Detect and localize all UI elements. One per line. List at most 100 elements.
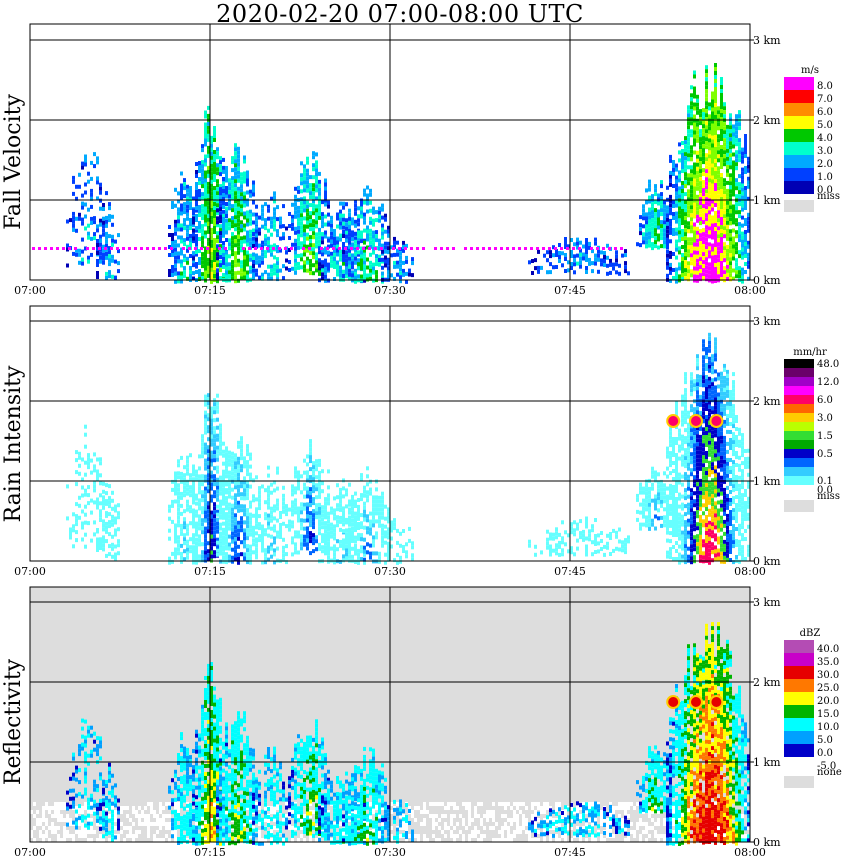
echo-cell (372, 210, 375, 215)
echo-cell (105, 271, 108, 276)
echo-cell (228, 462, 231, 467)
echo-cell (384, 560, 387, 565)
echo-cell (546, 545, 549, 550)
echo-cell (696, 218, 699, 223)
echo-cell (210, 474, 213, 479)
echo-cell (309, 455, 312, 460)
echo-cell (693, 407, 696, 412)
echo-cell (711, 103, 714, 108)
echo-cell (681, 414, 684, 419)
echo-cell (312, 541, 315, 546)
echo-cell (240, 516, 243, 521)
echo-cell (333, 237, 336, 241)
echo-cell (216, 401, 219, 406)
echo-cell (231, 240, 234, 245)
echo-cell (318, 262, 321, 267)
echo-cell (354, 491, 357, 496)
echo-cell (411, 553, 414, 558)
echo-cell (723, 202, 726, 207)
echo-cell (219, 482, 222, 487)
echo-cell (189, 485, 192, 490)
x-tick-label: 07:00 (14, 284, 46, 297)
echo-cell (210, 442, 213, 447)
echo-cell (90, 252, 93, 257)
echo-cell (675, 473, 678, 477)
echo-cell (687, 117, 690, 122)
echo-cell (738, 234, 741, 239)
echo-cell (363, 485, 366, 490)
echo-cell (294, 530, 297, 535)
echo-cell (372, 250, 375, 255)
echo-cell (237, 170, 240, 175)
echo-cell (183, 274, 186, 279)
echo-cell (168, 560, 171, 565)
echo-cell (213, 530, 216, 535)
echo-cell (192, 259, 195, 264)
echo-cell (180, 223, 183, 228)
echo-cell (654, 494, 657, 499)
echo-cell (579, 260, 582, 265)
echo-cell (684, 552, 687, 557)
echo-cell (540, 265, 543, 270)
echo-cell (675, 227, 678, 232)
echo-cell (729, 133, 732, 138)
echo-cell (360, 206, 363, 211)
echo-cell (378, 262, 381, 267)
echo-cell (201, 494, 204, 499)
echo-cell (342, 254, 345, 258)
echo-cell (660, 212, 663, 217)
echo-cell (576, 538, 579, 543)
echo-cell (726, 192, 729, 197)
echo-cell (366, 490, 369, 495)
echo-cell (210, 538, 213, 543)
echo-cell (183, 258, 186, 263)
echo-cell (219, 219, 222, 224)
echo-cell (246, 512, 249, 517)
echo-cell (738, 254, 741, 259)
echo-cell (321, 469, 324, 474)
echo-cell (213, 502, 216, 507)
echo-cell (321, 224, 324, 229)
echo-cell (348, 216, 351, 221)
legend-label: 0.0 (817, 185, 833, 196)
echo-cell (687, 486, 690, 491)
echo-cell (684, 248, 687, 253)
echo-cell (729, 229, 732, 234)
echo-cell (357, 548, 360, 553)
echo-cell (192, 208, 195, 213)
echo-cell (729, 165, 732, 170)
echo-cell (681, 205, 684, 209)
echo-cell (684, 152, 687, 157)
echo-cell (375, 519, 378, 524)
echo-cell (681, 233, 684, 237)
echo-cell (213, 538, 216, 543)
echo-cell (210, 422, 213, 427)
echo-cell (663, 495, 666, 500)
echo-cell (693, 202, 696, 207)
echo-cell (648, 207, 651, 212)
echo-cell (201, 184, 204, 189)
echo-cell (312, 207, 315, 212)
echo-cell (216, 445, 219, 450)
echo-cell (681, 506, 684, 511)
echo-cell (651, 222, 654, 227)
echo-cell (747, 228, 750, 233)
echo-cell (693, 503, 696, 508)
echo-cell (378, 254, 381, 259)
echo-cell (702, 112, 705, 117)
echo-cell (216, 244, 219, 249)
echo-cell (105, 511, 108, 516)
echo-cell (651, 210, 654, 215)
echo-cell (246, 258, 249, 263)
echo-cell (219, 550, 222, 555)
echo-cell (711, 191, 714, 196)
echo-cell (234, 191, 237, 196)
echo-cell (246, 488, 249, 493)
echo-cell (213, 506, 216, 511)
echo-cell (699, 253, 702, 258)
echo-cell (252, 276, 255, 281)
echo-cell (651, 246, 654, 251)
echo-cell (315, 232, 318, 237)
echo-cell (696, 246, 699, 251)
echo-cell (249, 484, 252, 489)
